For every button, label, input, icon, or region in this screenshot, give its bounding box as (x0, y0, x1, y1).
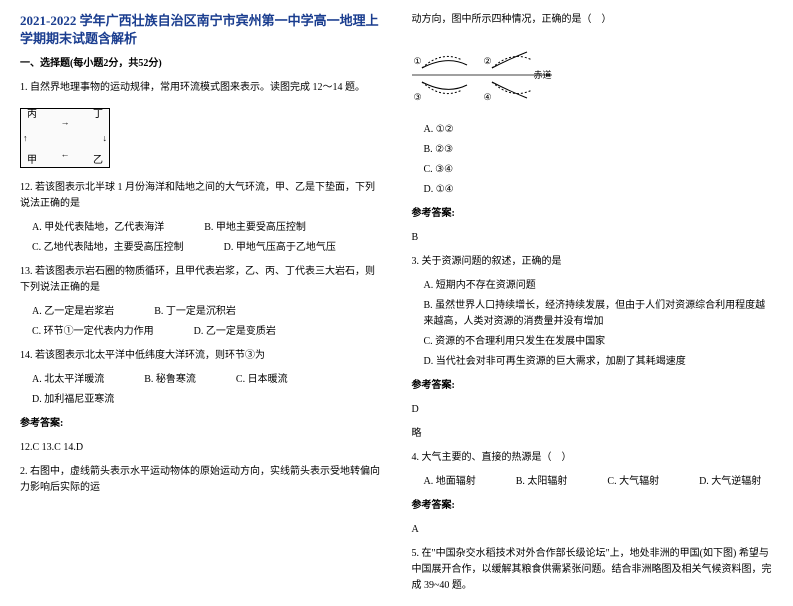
curve-svg (412, 40, 552, 110)
diagram-label-tr: 丁 (93, 107, 103, 123)
option-c: C. 大气辐射 (607, 474, 659, 490)
q12-options: A. 甲处代表陆地，乙代表海洋 B. 甲地主要受高压控制 C. 乙地代表陆地，主… (32, 220, 382, 256)
exam-page: 2021-2022 学年广西壮族自治区南宁市宾州第一中学高一地理上学期期末试题含… (0, 0, 793, 606)
option-b: B. ②③ (424, 142, 774, 158)
q2-text: 2. 右图中，虚线箭头表示水平运动物体的原始运动方向，实线箭头表示受地转偏向力影… (20, 464, 382, 496)
diagram-label-bl: 甲 (27, 153, 37, 169)
option-c: C. 乙地代表陆地，主要受高压控制 (32, 240, 184, 256)
option-b: B. 太阳辐射 (516, 474, 568, 490)
q2-cont: 动方向，图中所示四种情况，正确的是（ ） (412, 12, 774, 28)
option-b: B. 虽然世界人口持续增长，经济持续发展，但由于人们对资源综合利用程度越来越高，… (424, 298, 774, 330)
answer-label: 参考答案: (412, 498, 774, 514)
option-d: D. 大气逆辐射 (699, 474, 761, 490)
option-c: C. ③④ (424, 162, 774, 178)
option-a: A. 乙一定是岩浆岩 (32, 304, 114, 320)
option-b: B. 秘鲁寒流 (144, 372, 196, 388)
option-d: D. 当代社会对非可再生资源的巨大需求，加剧了其耗竭速度 (424, 354, 774, 370)
diagram-label-3: ③ (414, 90, 422, 104)
q3-options: A. 短期内不存在资源问题 B. 虽然世界人口持续增长，经济持续发展，但由于人们… (424, 278, 774, 370)
option-d: D. 甲地气压高于乙地气压 (224, 240, 336, 256)
q4-options: A. 地面辐射 B. 太阳辐射 C. 大气辐射 D. 大气逆辐射 (424, 474, 774, 490)
option-b: B. 丁一定是沉积岩 (154, 304, 236, 320)
arrow-icon: → (61, 115, 70, 129)
answer-2: B (412, 230, 774, 246)
option-a: A. 北太平洋暖流 (32, 372, 104, 388)
arrow-icon: ↑ (23, 131, 28, 145)
right-column: 动方向，图中所示四种情况，正确的是（ ） ① ② ③ ④ 赤道 A. ①② B.… (412, 12, 774, 594)
option-a: A. 地面辐射 (424, 474, 476, 490)
q2-options: A. ①② B. ②③ C. ③④ D. ①④ (424, 122, 774, 198)
q1-text: 1. 自然界地理事物的运动规律，常用环流模式图来表示。读图完成 12～14 题。 (20, 80, 382, 96)
answer-4: A (412, 522, 774, 538)
q14-options: A. 北太平洋暖流 B. 秘鲁寒流 C. 日本暖流 D. 加利福尼亚寒流 (32, 372, 382, 408)
left-column: 2021-2022 学年广西壮族自治区南宁市宾州第一中学高一地理上学期期末试题含… (20, 12, 382, 594)
answer-label: 参考答案: (20, 416, 382, 432)
diagram-label-br: 乙 (93, 153, 103, 169)
q1-diagram: 丙 丁 甲 乙 → ← ↑ ↓ (20, 108, 110, 168)
exam-title: 2021-2022 学年广西壮族自治区南宁市宾州第一中学高一地理上学期期末试题含… (20, 12, 382, 48)
q13-text: 13. 若该图表示岩石圈的物质循环，且甲代表岩浆，乙、丙、丁代表三大岩石，则下列… (20, 264, 382, 296)
diagram-label-2: ② (484, 54, 492, 68)
option-c: C. 资源的不合理利用只发生在发展中国家 (424, 334, 774, 350)
q12-text: 12. 若该图表示北半球 1 月份海洋和陆地之间的大气环流，甲、乙是下垫面，下列… (20, 180, 382, 212)
option-c: C. 日本暖流 (236, 372, 288, 388)
diagram-label-4: ④ (484, 90, 492, 104)
option-c: C. 环节①一定代表内力作用 (32, 324, 154, 340)
q13-options: A. 乙一定是岩浆岩 B. 丁一定是沉积岩 C. 环节①一定代表内力作用 D. … (32, 304, 382, 340)
diagram-axis-label: 赤道 (533, 68, 551, 82)
option-a: A. 甲处代表陆地，乙代表海洋 (32, 220, 164, 236)
q3-text: 3. 关于资源问题的叙述，正确的是 (412, 254, 774, 270)
option-d: D. ①④ (424, 182, 774, 198)
q5-text: 5. 在"中国杂交水稻技术对外合作部长级论坛"上，地处非洲的甲国(如下图) 希望… (412, 546, 774, 594)
option-d: D. 加利福尼亚寒流 (32, 392, 114, 408)
option-a: A. ①② (424, 122, 774, 138)
q14-text: 14. 若该图表示北太平洋中低纬度大洋环流，则环节③为 (20, 348, 382, 364)
q4-text: 4. 大气主要的、直接的热源是（ ） (412, 450, 774, 466)
answer-label: 参考答案: (412, 378, 774, 394)
option-d: D. 乙一定是变质岩 (194, 324, 276, 340)
answer-label: 参考答案: (412, 206, 774, 222)
q2-diagram: ① ② ③ ④ 赤道 (412, 40, 552, 110)
section-header: 一、选择题(每小题2分，共52分) (20, 56, 382, 72)
answer-3-note: 略 (412, 426, 774, 442)
diagram-label-1: ① (414, 54, 422, 68)
diagram-label-tl: 丙 (27, 107, 37, 123)
arrow-icon: ↓ (103, 131, 108, 145)
answer-3: D (412, 402, 774, 418)
option-a: A. 短期内不存在资源问题 (424, 278, 774, 294)
answer-12-14: 12.C 13.C 14.D (20, 440, 382, 456)
option-b: B. 甲地主要受高压控制 (204, 220, 306, 236)
arrow-icon: ← (61, 147, 70, 161)
